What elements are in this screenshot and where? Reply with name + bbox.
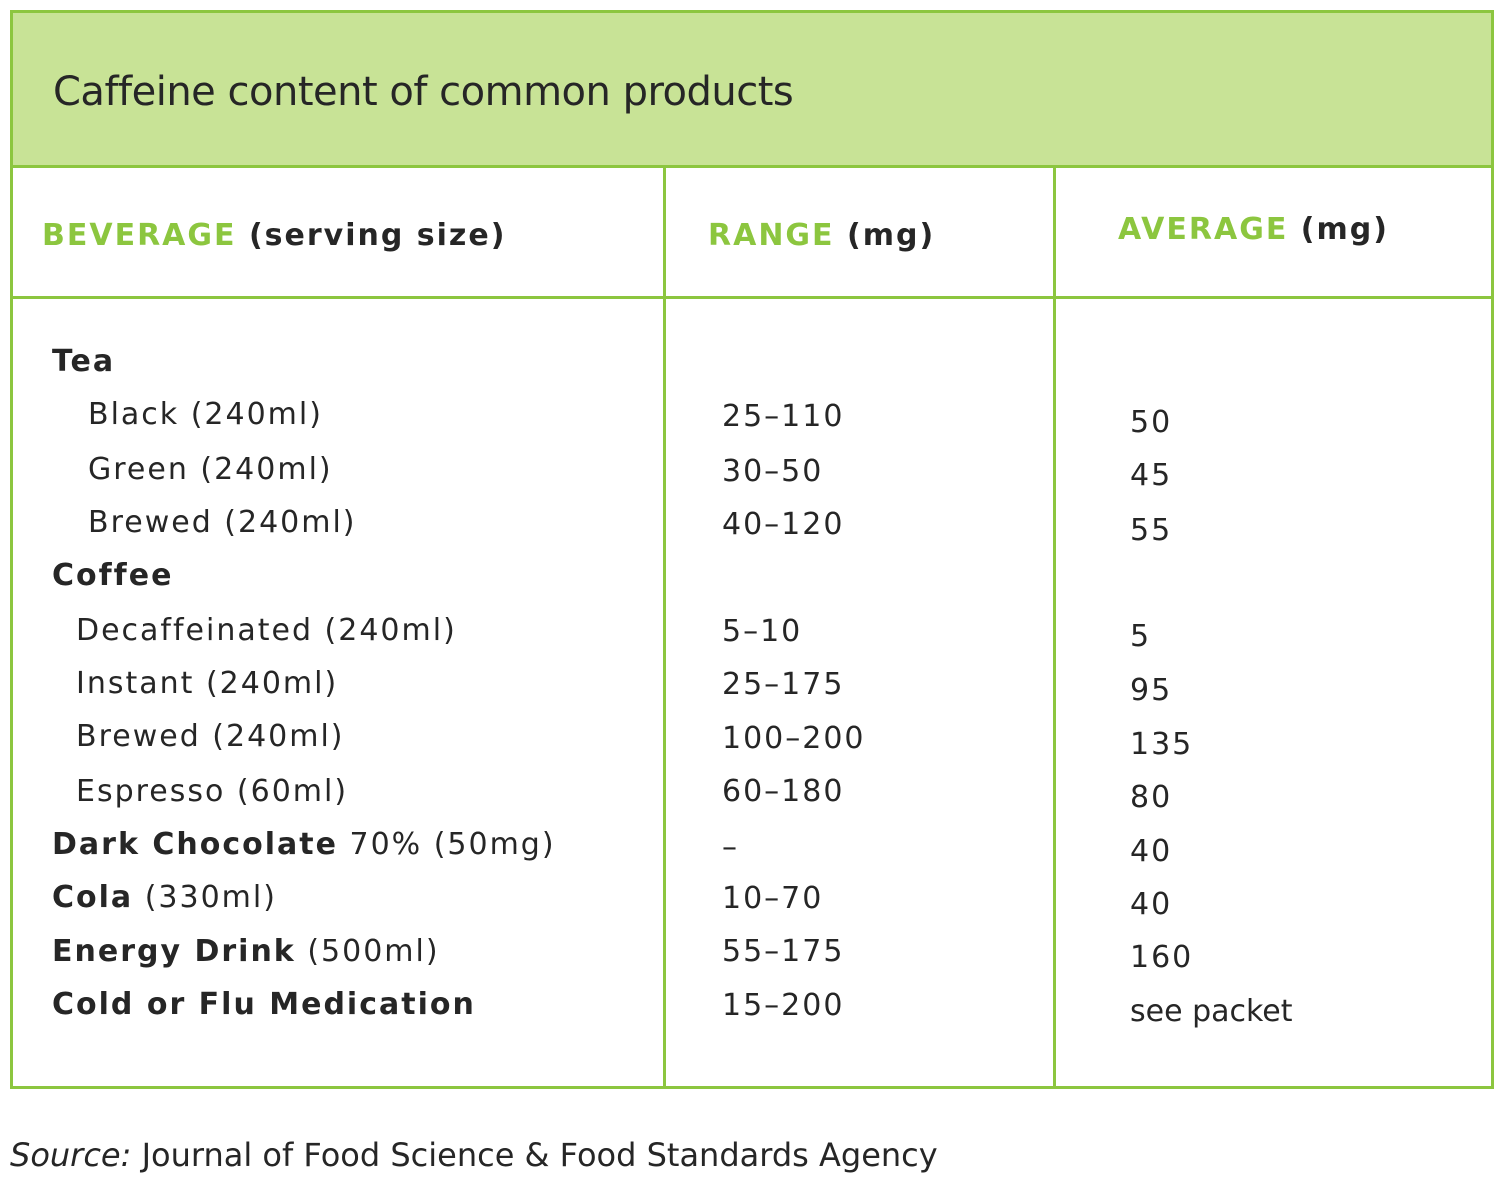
row-cola-range: 10–70 <box>722 881 824 916</box>
row-tea-beverage: Tea <box>52 344 115 379</box>
header-range: RANGE (mg) <box>708 218 935 253</box>
beverage-name: Green (240ml) <box>88 452 333 487</box>
column-divider-2 <box>1053 168 1056 1086</box>
header-range-label: RANGE <box>708 218 835 253</box>
row-dark-chocolate-average: 40 <box>1130 834 1173 869</box>
beverage-name: Instant (240ml) <box>76 666 339 701</box>
beverage-category: Dark Chocolate <box>52 827 338 862</box>
row-coffee-espresso-beverage: Espresso (60ml) <box>76 774 348 809</box>
row-energy-drink-average: 160 <box>1130 940 1194 975</box>
row-medication-beverage: Cold or Flu Medication <box>52 987 476 1022</box>
beverage-name: Espresso (60ml) <box>76 774 349 809</box>
column-divider-1 <box>663 168 666 1086</box>
row-tea-green-range: 30–50 <box>722 454 824 489</box>
row-tea-black-beverage: Black (240ml) <box>88 397 323 432</box>
beverage-category: Cold or Flu Medication <box>52 987 476 1022</box>
beverage-category: Coffee <box>52 558 174 593</box>
row-cola-average: 40 <box>1130 887 1173 922</box>
row-coffee-brewed-beverage: Brewed (240ml) <box>76 719 345 754</box>
row-energy-drink-range: 55–175 <box>722 934 845 969</box>
beverage-name: Brewed (240ml) <box>76 719 345 754</box>
row-tea-brewed-range: 40–120 <box>722 507 845 542</box>
beverage-category: Tea <box>52 344 116 379</box>
row-medication-average: see packet <box>1130 994 1293 1029</box>
caffeine-table: Caffeine content of common products <box>10 10 1494 1089</box>
row-tea-green-average: 45 <box>1130 458 1173 493</box>
row-tea-black-range: 25–110 <box>722 399 845 434</box>
beverage-category: Cola <box>52 880 134 915</box>
beverage-name: Black (240ml) <box>88 397 323 432</box>
row-coffee-instant-beverage: Instant (240ml) <box>76 666 338 701</box>
row-coffee-instant-average: 95 <box>1130 673 1173 708</box>
beverage-serving: (500ml) <box>307 934 440 969</box>
header-range-unit: (mg) <box>847 218 936 253</box>
title-bar: Caffeine content of common products <box>13 13 1491 168</box>
table-title: Caffeine content of common products <box>53 69 794 115</box>
header-beverage: BEVERAGE (serving size) <box>42 218 506 253</box>
row-dark-chocolate-beverage: Dark Chocolate 70% (50mg) <box>52 827 556 862</box>
beverage-category: Energy Drink <box>52 934 296 969</box>
row-coffee-espresso-average: 80 <box>1130 780 1173 815</box>
row-coffee-brewed-average: 135 <box>1130 727 1194 762</box>
header-average-unit: (mg) <box>1300 212 1389 247</box>
beverage-name: Decaffeinated (240ml) <box>76 613 457 648</box>
row-coffee-espresso-range: 60–180 <box>722 774 845 809</box>
row-coffee-decaf-beverage: Decaffeinated (240ml) <box>76 613 457 648</box>
row-coffee-brewed-range: 100–200 <box>722 721 866 756</box>
row-coffee-instant-range: 25–175 <box>722 667 845 702</box>
row-dark-chocolate-range: – <box>722 830 739 865</box>
row-coffee-decaf-average: 5 <box>1130 619 1152 654</box>
row-energy-drink-beverage: Energy Drink (500ml) <box>52 934 440 969</box>
row-tea-brewed-average: 55 <box>1130 513 1173 548</box>
row-medication-range: 15–200 <box>722 988 845 1023</box>
beverage-serving: 70% (50mg) <box>349 827 556 862</box>
header-beverage-label: BEVERAGE <box>42 218 237 253</box>
row-coffee-beverage: Coffee <box>52 558 173 593</box>
row-tea-brewed-beverage: Brewed (240ml) <box>88 505 357 540</box>
row-tea-green-beverage: Green (240ml) <box>88 452 333 487</box>
header-average-label: AVERAGE <box>1118 212 1289 247</box>
row-coffee-decaf-range: 5–10 <box>722 614 803 649</box>
beverage-name: Brewed (240ml) <box>88 505 357 540</box>
row-tea-black-average: 50 <box>1130 405 1173 440</box>
header-beverage-unit: (serving size) <box>248 218 507 253</box>
beverage-serving: (330ml) <box>144 880 277 915</box>
header-row <box>13 168 1491 299</box>
row-cola-beverage: Cola (330ml) <box>52 880 277 915</box>
source-note: Source: Journal of Food Science & Food S… <box>10 1136 938 1174</box>
source-label: Source: <box>10 1136 132 1174</box>
source-text: Journal of Food Science & Food Standards… <box>141 1136 938 1174</box>
header-average: AVERAGE (mg) <box>1118 212 1389 247</box>
